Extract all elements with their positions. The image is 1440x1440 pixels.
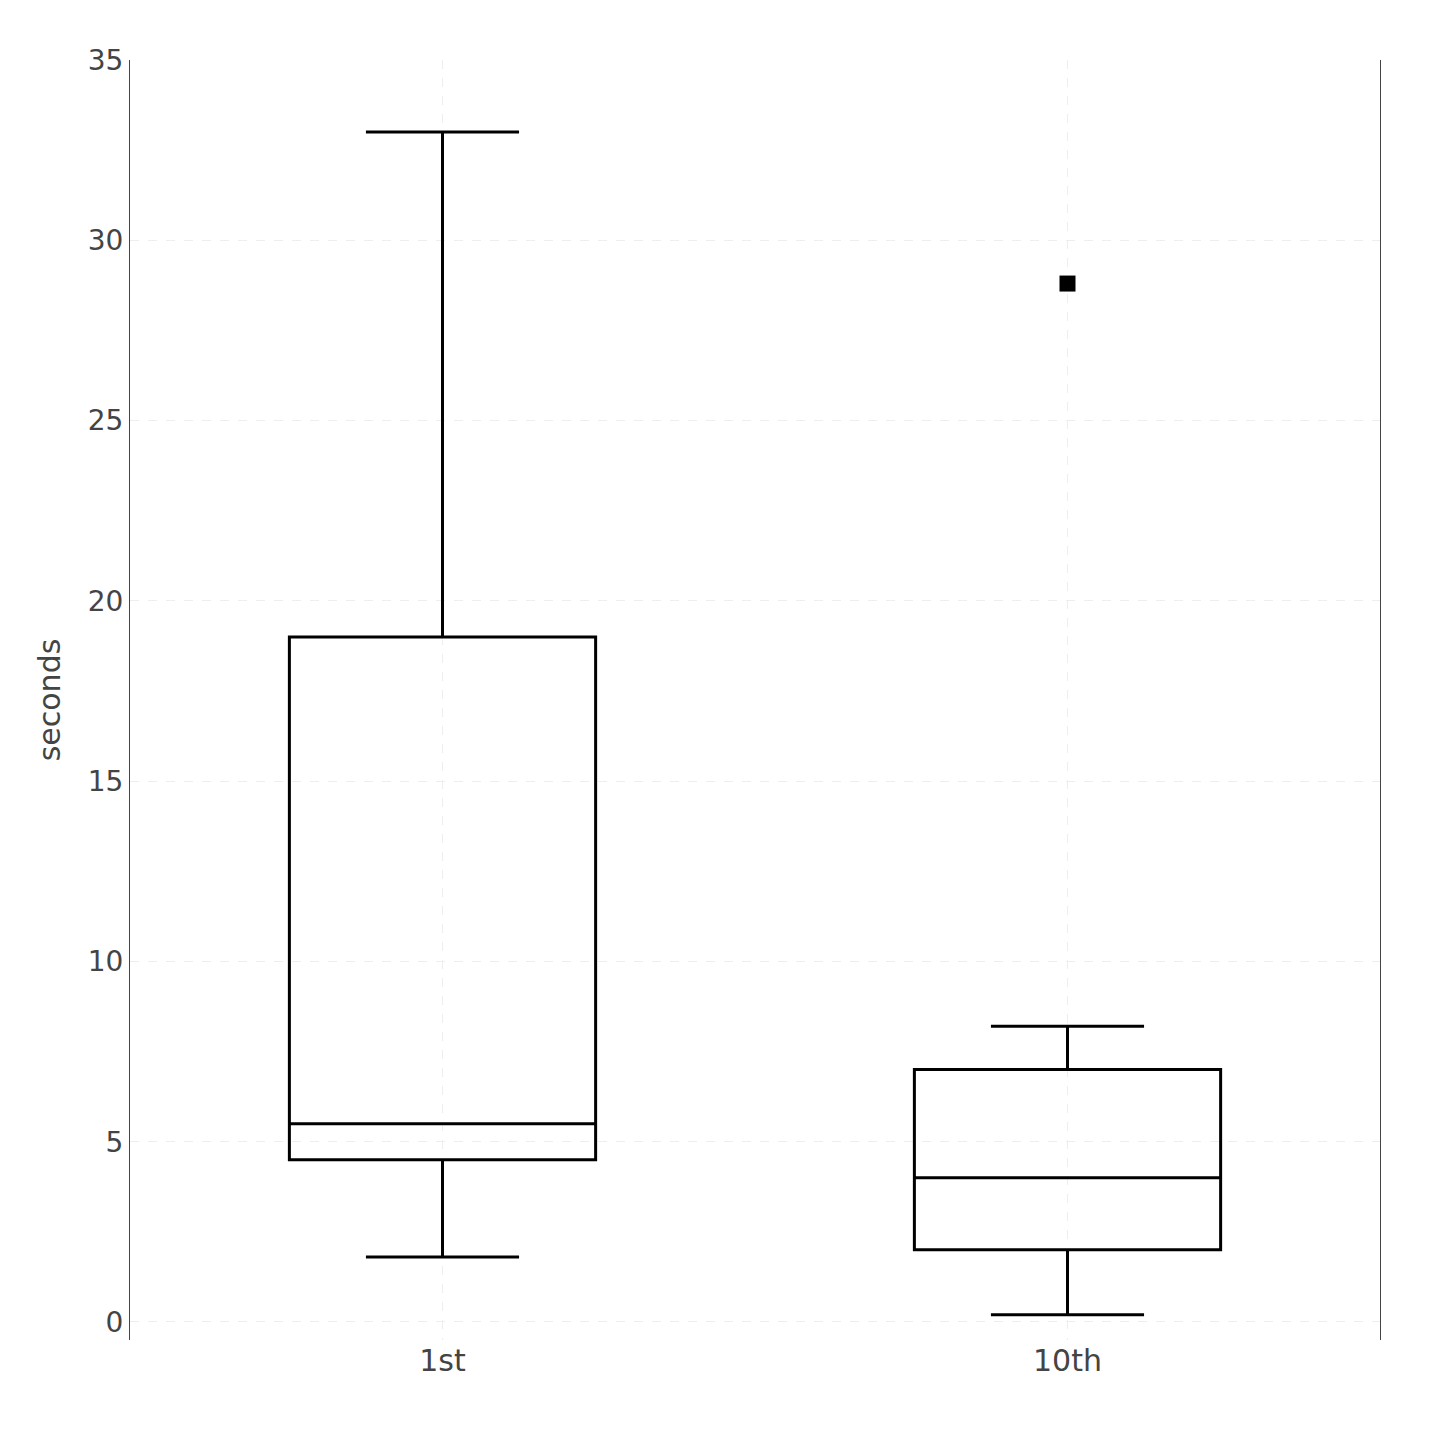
svg-text:seconds: seconds [32,639,67,762]
svg-text:30: 30 [88,224,124,257]
svg-text:20: 20 [88,585,124,618]
svg-text:15: 15 [88,765,124,798]
svg-text:0: 0 [106,1306,124,1339]
svg-text:1st: 1st [419,1343,466,1378]
svg-text:10: 10 [88,945,124,978]
svg-text:25: 25 [88,404,124,437]
svg-text:35: 35 [88,44,124,77]
svg-text:5: 5 [106,1125,124,1158]
svg-text:10th: 10th [1033,1343,1102,1378]
